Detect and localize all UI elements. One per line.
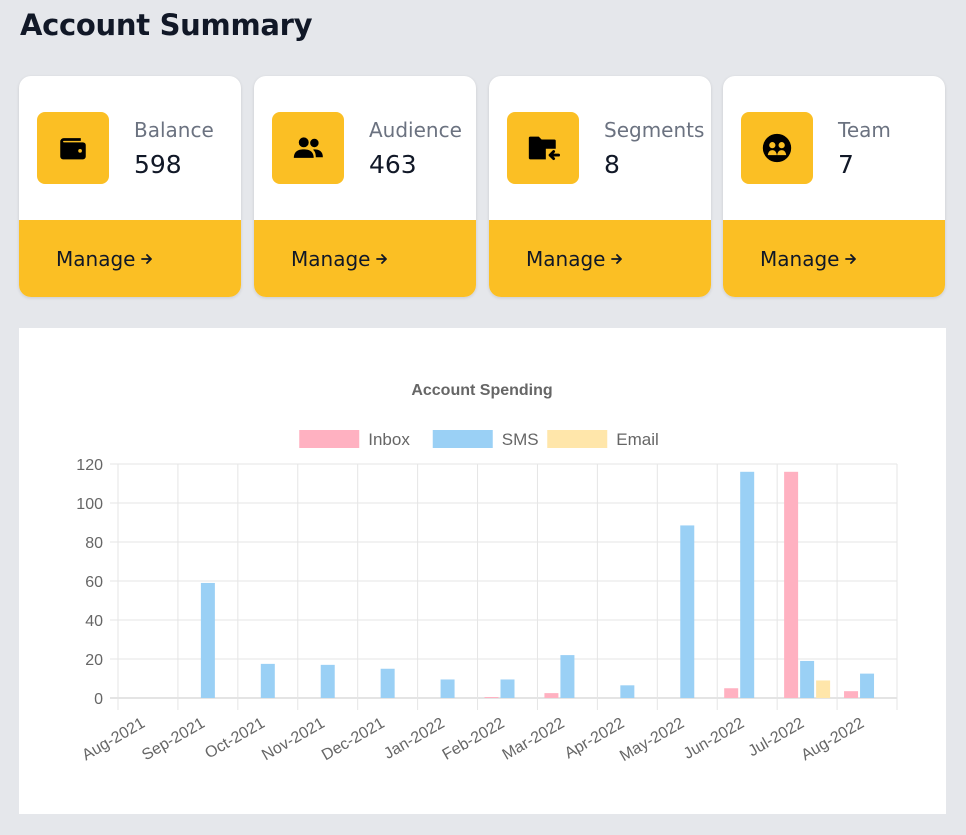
x-tick-label: Feb-2022 <box>440 715 508 764</box>
audience-value: 463 <box>369 150 417 179</box>
chart-grid <box>110 463 898 710</box>
manage-label: Manage <box>760 246 840 271</box>
team-label: Team <box>838 118 891 142</box>
audience-label: Audience <box>369 118 462 142</box>
x-tick-label: Aug-2021 <box>79 715 148 764</box>
account-spending-chart-panel: Account Spending Inbox SMS Email 0 20 40 60 80… <box>19 328 946 814</box>
x-tick-label: Apr-2022 <box>562 715 628 763</box>
x-tick-label: May-2022 <box>617 715 687 765</box>
x-tick-label: Jul-2022 <box>745 715 807 760</box>
chart-legend: Inbox SMS Email <box>299 430 659 449</box>
y-tick-label: 80 <box>85 535 103 552</box>
manage-audience-button[interactable]: Manage <box>254 220 476 297</box>
legend-label-sms: SMS <box>502 430 539 449</box>
account-spending-chart: Account Spending Inbox SMS Email 0 20 40 60 80… <box>76 382 898 765</box>
balance-label: Balance <box>134 118 214 142</box>
team-value: 7 <box>838 150 854 179</box>
bar-inbox <box>724 688 739 698</box>
legend-swatch-sms <box>432 430 493 448</box>
page-title: Account Summary <box>20 8 313 42</box>
x-tick-label: Jan-2022 <box>381 715 447 763</box>
wallet-icon <box>37 112 109 184</box>
legend-swatch-inbox <box>299 430 360 448</box>
segments-label: Segments <box>604 118 705 142</box>
manage-segments-button[interactable]: Manage <box>489 220 711 297</box>
balance-card: Balance 598 Manage <box>19 76 241 297</box>
y-tick-label: 0 <box>94 691 103 708</box>
bar-sms <box>860 673 875 698</box>
arrow-right-icon <box>140 252 154 266</box>
segments-value: 8 <box>604 150 620 179</box>
chart-title: Account Spending <box>411 382 552 399</box>
bar-sms <box>740 471 755 698</box>
manage-label: Manage <box>526 246 606 271</box>
bar-sms <box>200 582 215 698</box>
x-tick-label: Sep-2021 <box>139 715 208 764</box>
manage-label: Manage <box>56 246 136 271</box>
y-tick-label: 60 <box>85 574 103 591</box>
arrow-right-icon <box>610 252 624 266</box>
bar-sms <box>800 660 815 698</box>
bar-inbox <box>544 693 559 698</box>
bar-email <box>816 680 831 698</box>
bar-sms <box>380 668 395 698</box>
bar-sms <box>260 663 275 698</box>
bar-inbox <box>844 691 859 698</box>
chart-y-axis: 0 20 40 60 80 100 120 <box>76 457 103 708</box>
manage-team-button[interactable]: Manage <box>723 220 945 297</box>
chart-x-axis: Aug-2021Sep-2021Oct-2021Nov-2021Dec-2021… <box>79 715 867 765</box>
x-tick-label: Nov-2021 <box>259 715 328 764</box>
x-tick-label: Dec-2021 <box>319 715 388 764</box>
bar-inbox <box>784 471 799 698</box>
team-icon <box>741 112 813 184</box>
segments-card: Segments 8 Manage <box>489 76 711 297</box>
bar-sms <box>320 664 335 698</box>
x-tick-label: Mar-2022 <box>500 715 568 764</box>
legend-label-email: Email <box>616 430 659 449</box>
chart-bars <box>200 471 875 698</box>
manage-balance-button[interactable]: Manage <box>19 220 241 297</box>
bar-sms <box>680 525 695 698</box>
y-tick-label: 100 <box>76 496 103 513</box>
users-icon <box>272 112 344 184</box>
bar-sms <box>620 685 635 698</box>
team-card: Team 7 Manage <box>723 76 945 297</box>
y-tick-label: 20 <box>85 652 103 669</box>
bar-sms <box>440 679 455 698</box>
audience-card: Audience 463 Manage <box>254 76 476 297</box>
manage-label: Manage <box>291 246 371 271</box>
bar-sms <box>500 679 515 698</box>
arrow-right-icon <box>844 252 858 266</box>
folder-import-icon <box>507 112 579 184</box>
legend-label-inbox: Inbox <box>368 430 410 449</box>
bar-inbox <box>484 697 499 698</box>
x-tick-label: Oct-2021 <box>202 715 268 763</box>
y-tick-label: 120 <box>76 457 103 474</box>
legend-swatch-email <box>547 430 608 448</box>
balance-value: 598 <box>134 150 182 179</box>
arrow-right-icon <box>375 252 389 266</box>
bar-sms <box>560 655 575 698</box>
x-tick-label: Aug-2022 <box>798 715 867 764</box>
x-tick-label: Jun-2022 <box>681 715 747 763</box>
y-tick-label: 40 <box>85 613 103 630</box>
